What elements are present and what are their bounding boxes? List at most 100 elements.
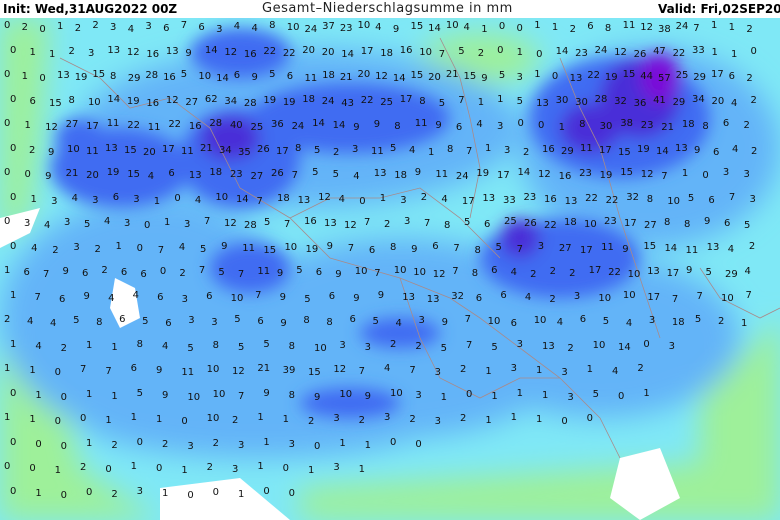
value-label: 1 xyxy=(491,390,498,402)
value-label: 3 xyxy=(51,195,58,207)
value-label: 5 xyxy=(390,142,397,154)
value-label: 1 xyxy=(516,46,524,58)
value-label: 1 xyxy=(257,412,264,423)
value-label: 5 xyxy=(694,314,702,325)
value-label: 6 xyxy=(587,21,594,32)
value-label: 4 xyxy=(463,22,470,33)
value-label: 10 xyxy=(67,143,80,155)
value-label: 3 xyxy=(339,339,346,351)
value-label: 10 xyxy=(87,96,101,108)
value-label: 16 xyxy=(544,193,557,205)
value-label: 6 xyxy=(168,168,175,179)
value-label: 2 xyxy=(717,316,725,327)
value-label: 1 xyxy=(586,364,594,375)
value-label: 3 xyxy=(187,440,194,452)
value-label: 6 xyxy=(157,291,164,303)
value-label: 27 xyxy=(65,119,79,130)
value-label: 14 xyxy=(107,93,121,105)
value-label: 6 xyxy=(120,267,128,278)
value-label: 1 xyxy=(681,168,689,179)
value-label: 8 xyxy=(136,338,144,350)
value-label: 0 xyxy=(497,44,504,56)
value-label: 28 xyxy=(243,97,257,109)
value-label: 3 xyxy=(216,24,223,35)
precipitation-values: 0 2 0 1 2 2 3 4 3 6 7 6 3 4 4 8 10 24 37 23 10 4 9 15 14 10 4 1 0 0 1 1… xyxy=(0,18,780,520)
value-label: 0 xyxy=(136,242,144,254)
value-label: 3 xyxy=(434,416,442,427)
value-label: 5 xyxy=(136,387,144,399)
value-label: 5 xyxy=(218,267,225,278)
value-label: 15 xyxy=(618,146,631,158)
value-label: 12 xyxy=(432,269,446,280)
value-label: 38 xyxy=(620,118,633,129)
value-label: 1 xyxy=(516,387,524,399)
value-label: 7 xyxy=(180,20,188,31)
value-label: 5 xyxy=(464,217,471,228)
value-label: 15 xyxy=(410,21,424,32)
value-label: 5 xyxy=(602,316,610,327)
value-label: 20 xyxy=(428,72,441,83)
land-white-areas xyxy=(0,208,680,520)
value-label: 4 xyxy=(353,171,360,182)
value-label: 7 xyxy=(238,390,245,402)
value-label: 8 xyxy=(288,340,296,352)
value-label: 5 xyxy=(234,314,241,325)
value-label: 12 xyxy=(333,364,347,375)
value-label: 11 xyxy=(106,118,120,129)
value-label: 36 xyxy=(633,97,647,109)
value-label: 5 xyxy=(332,169,340,180)
value-label: 12 xyxy=(126,46,140,58)
value-label: 2 xyxy=(549,293,556,305)
value-label: 7 xyxy=(256,195,263,207)
value-label: 47 xyxy=(653,45,666,57)
value-label: 3 xyxy=(404,216,411,227)
value-label: 1 xyxy=(731,48,738,60)
value-label: 5 xyxy=(592,388,600,400)
value-label: 10 xyxy=(667,195,681,207)
value-label: 15 xyxy=(410,70,424,81)
value-label: 17 xyxy=(162,143,175,155)
value-label: 5 xyxy=(264,217,271,228)
value-label: 7 xyxy=(424,218,431,229)
value-label: 14 xyxy=(555,45,569,57)
value-label: 14 xyxy=(204,44,218,56)
value-label: 7 xyxy=(693,23,700,34)
value-label: 1 xyxy=(497,93,504,105)
value-label: 10 xyxy=(720,292,734,304)
value-label: 5 xyxy=(744,220,751,231)
value-label: 4 xyxy=(35,340,42,352)
value-label: 0 xyxy=(536,48,543,60)
value-label: 17 xyxy=(599,144,612,156)
value-label: 0 xyxy=(39,73,46,84)
value-label: 19 xyxy=(74,72,88,83)
value-label: 34 xyxy=(692,93,705,105)
value-label: 0 xyxy=(144,220,151,231)
value-label: 11 xyxy=(242,242,255,254)
value-label: 8 xyxy=(419,95,426,107)
precip-layer-heavy xyxy=(50,28,710,418)
value-label: 0 xyxy=(80,413,87,424)
value-label: 8 xyxy=(326,317,333,328)
precipitation-field xyxy=(0,18,780,520)
value-label: 5 xyxy=(491,341,498,353)
value-label: 1 xyxy=(551,22,559,33)
value-label: 6 xyxy=(328,290,336,302)
value-label: 3 xyxy=(184,219,191,230)
value-label: 35 xyxy=(238,146,251,158)
value-label: 0 xyxy=(181,416,188,427)
value-label: 8 xyxy=(390,241,397,253)
value-label: 22 xyxy=(360,94,374,106)
value-label: 3 xyxy=(510,363,518,374)
value-label: 13 xyxy=(105,142,118,154)
value-label: 1 xyxy=(29,414,36,425)
value-label: 4 xyxy=(27,316,34,327)
value-label: 2 xyxy=(409,414,416,425)
value-label: 43 xyxy=(341,97,355,109)
value-label: 8 xyxy=(295,142,302,154)
value-label: 1 xyxy=(111,341,118,353)
value-label: 30 xyxy=(599,121,613,132)
value-label: 17 xyxy=(588,265,602,276)
value-label: 0 xyxy=(29,463,36,474)
value-label: 22 xyxy=(608,267,621,278)
value-label: 1 xyxy=(4,412,11,423)
